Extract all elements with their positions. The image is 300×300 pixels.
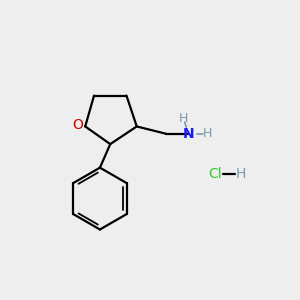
Text: H: H	[179, 112, 188, 125]
Text: H: H	[236, 167, 247, 181]
Text: Cl: Cl	[208, 167, 222, 181]
Text: N: N	[182, 127, 194, 141]
Text: O: O	[72, 118, 83, 132]
Text: H: H	[203, 127, 212, 140]
